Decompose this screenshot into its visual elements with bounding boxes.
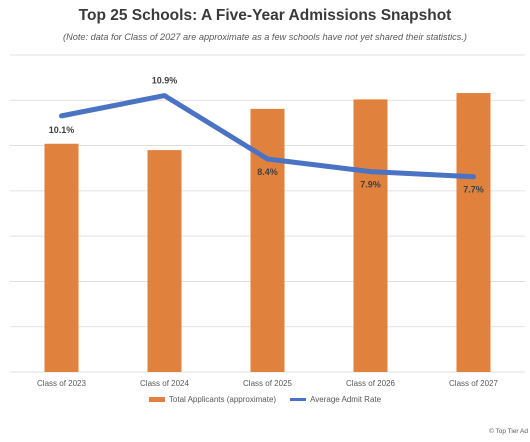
legend-item-applicants: Total Applicants (approximate) — [148, 395, 277, 404]
chart-title: Top 25 Schools: A Five-Year Admissions S… — [78, 7, 452, 24]
legend-label-admit-rate: Average Admit Rate — [310, 395, 382, 404]
data-label: 10.9% — [152, 76, 178, 86]
legend-swatch-admit-rate — [290, 398, 307, 401]
bar — [250, 108, 285, 372]
data-label: 7.9% — [360, 180, 381, 190]
data-label: 8.4% — [257, 167, 278, 177]
x-tick-label: Class of 2023 — [37, 379, 86, 388]
data-label: 7.7% — [463, 185, 484, 195]
credit-text: © Top Tier Ad — [489, 428, 528, 435]
data-label: 10.1% — [49, 125, 75, 135]
bar — [147, 150, 182, 372]
legend-item-admit-rate: Average Admit Rate — [290, 395, 381, 404]
legend-swatch-applicants — [148, 397, 165, 402]
x-tick-label: Class of 2024 — [140, 379, 189, 388]
x-tick-label: Class of 2025 — [243, 379, 292, 388]
x-tick-label: Class of 2026 — [346, 379, 395, 388]
chart-legend: Total Applicants (approximate) Average A… — [0, 395, 530, 404]
chart-subtitle: (Note: data for Class of 2027 are approx… — [63, 32, 467, 42]
bar — [353, 99, 388, 372]
bar — [456, 93, 491, 372]
bar — [44, 143, 79, 372]
legend-label-applicants: Total Applicants (approximate) — [168, 395, 277, 404]
x-tick-label: Class of 2027 — [449, 379, 498, 388]
